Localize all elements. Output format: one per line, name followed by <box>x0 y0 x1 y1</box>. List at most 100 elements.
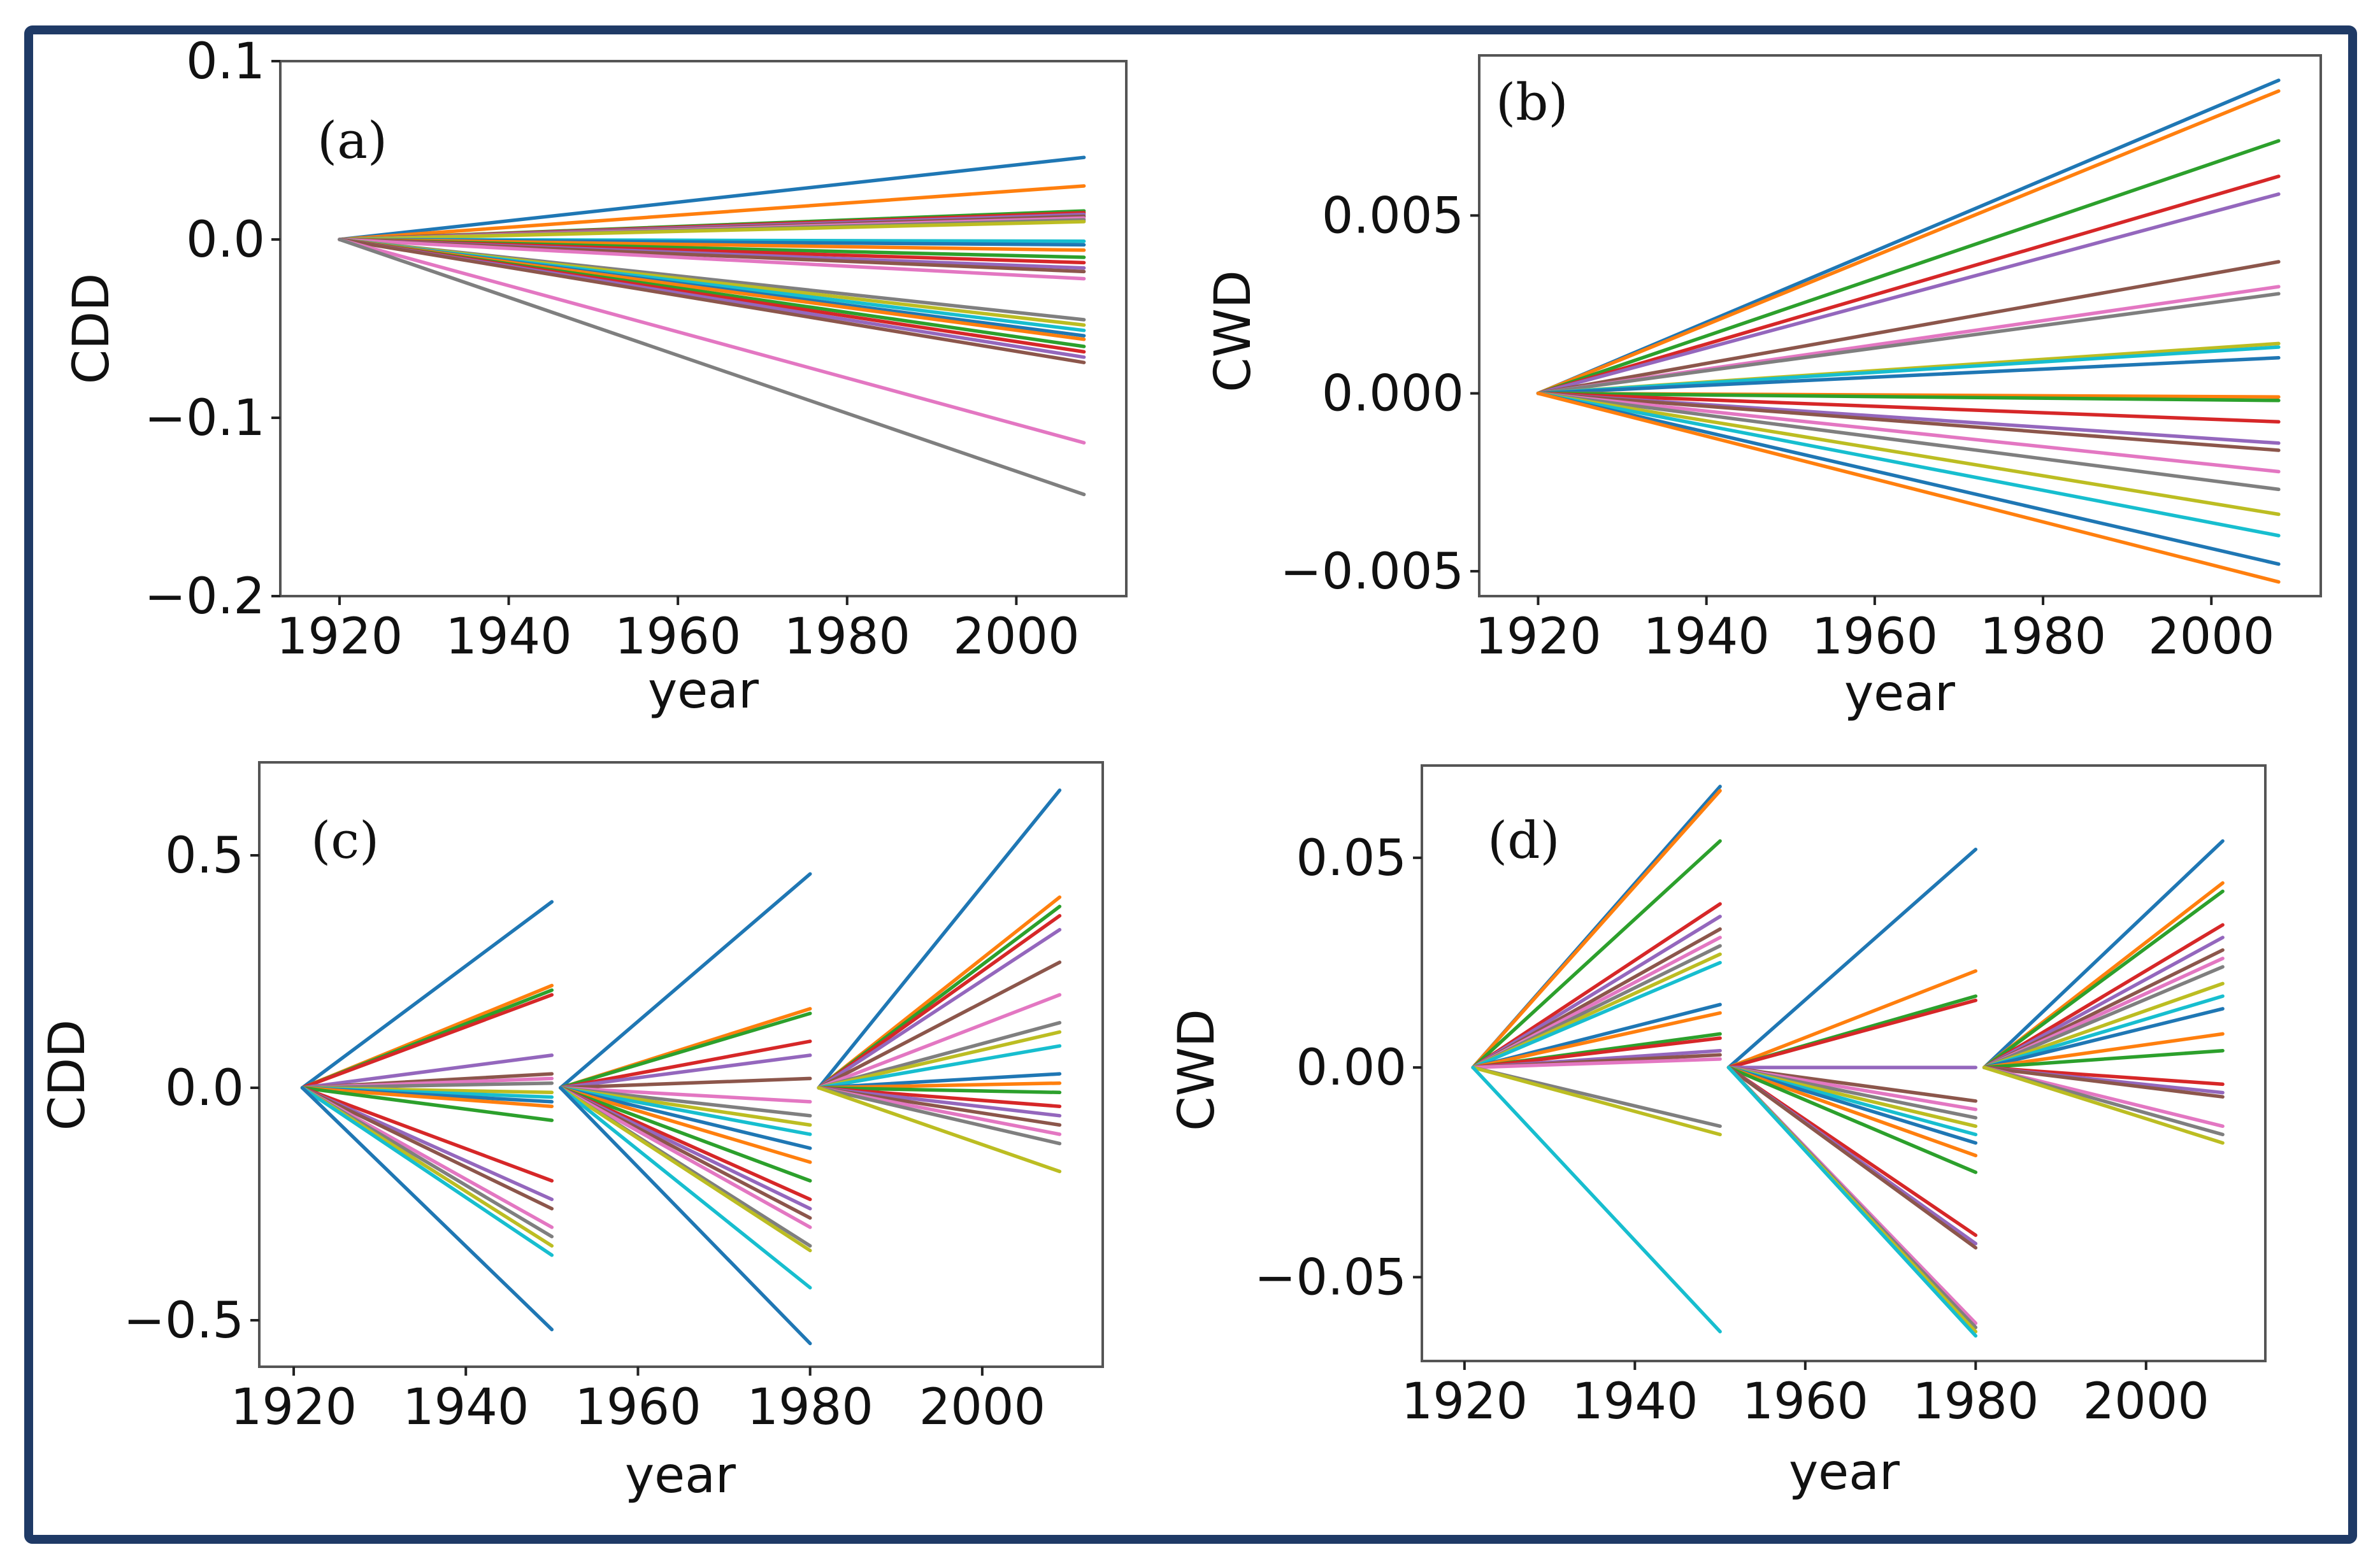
series-line-b-1-18 <box>1536 391 2281 492</box>
x-tick-label-a-1980: 1980 <box>784 608 911 666</box>
series-line-d-3-4 <box>1982 923 2225 1069</box>
axes-frame-a <box>279 60 1128 597</box>
x-tick-label-b-1960: 1960 <box>1812 608 1939 666</box>
series-line-d-1-14 <box>1471 1036 1722 1069</box>
series-line-b-1-20 <box>1536 391 2281 538</box>
series-group-d <box>1471 785 2225 1338</box>
y-tick-label-d-2: −0.05 <box>1254 1249 1407 1306</box>
y-tick-label-b-1: 0.000 <box>1322 366 1464 423</box>
y-tick-label-a-1: 0.0 <box>186 211 265 269</box>
series-line-c-1-16 <box>300 1086 554 1211</box>
series-line-d-3-3 <box>1982 889 2225 1069</box>
panel-c: (c) year CDD 1920 1940 1960 1980 2000 0.5 0.0 −… <box>39 761 1104 1504</box>
y-axis-title-d: CWD <box>1168 1009 1226 1131</box>
series-group-a <box>338 155 1086 497</box>
series-line-b-1-3 <box>1536 139 2281 396</box>
series-line-c-2-12 <box>559 1086 812 1164</box>
series-line-d-1-19 <box>1471 1066 1722 1137</box>
series-line-c-2-4 <box>559 1039 812 1090</box>
y-tick-label-a-3: −0.2 <box>145 568 265 625</box>
y-axis-title-b: CWD <box>1205 270 1262 392</box>
series-line-c-2-20 <box>559 1086 812 1290</box>
series-line-b-1-14 <box>1536 391 2281 424</box>
figure-frame <box>24 25 2357 1544</box>
x-tick-label-a-1920: 1920 <box>276 608 403 666</box>
series-line-d-2-11 <box>1726 1066 1978 1145</box>
series-line-d-1-2 <box>1471 788 1722 1069</box>
series-line-b-1-16 <box>1536 391 2281 452</box>
series-line-c-1-14 <box>300 1086 554 1183</box>
series-line-c-2-1 <box>559 872 812 1090</box>
x-tick-label-d-1960: 1960 <box>1742 1373 1869 1430</box>
x-tick-label-d-2000: 2000 <box>2083 1373 2210 1430</box>
x-tick-label-b-1980: 1980 <box>1980 608 2107 666</box>
series-line-d-2-12 <box>1726 1066 1978 1158</box>
series-line-d-3-9 <box>1982 981 2225 1069</box>
series-line-b-1-21 <box>1536 391 2281 566</box>
series-line-c-2-19 <box>559 1086 812 1253</box>
series-group-b <box>1536 78 2281 584</box>
x-tick-label-c-1960: 1960 <box>575 1379 701 1436</box>
y-tick-label-a-2: −0.1 <box>145 390 265 447</box>
y-tick-label-c-0: 0.5 <box>165 827 244 885</box>
panel-d: (d) year CWD 1920 1940 1960 1980 2000 0.05 0.0… <box>1168 764 2267 1501</box>
x-tick-label-c-1940: 1940 <box>403 1379 529 1436</box>
series-line-a-1-28 <box>338 238 1086 497</box>
series-line-c-3-1 <box>817 788 1062 1090</box>
series-line-b-1-11 <box>1536 356 2281 396</box>
x-axis-title-c: year <box>625 1447 736 1504</box>
series-line-a-1-26 <box>338 238 1086 364</box>
x-axis-title-a: year <box>648 662 759 720</box>
x-axis-title-b: year <box>1844 665 1956 722</box>
x-tick-label-b-1920: 1920 <box>1475 608 1602 666</box>
series-line-d-1-4 <box>1471 902 1722 1069</box>
series-line-a-1-17 <box>338 238 1086 281</box>
series-line-a-1-1 <box>338 155 1086 241</box>
series-line-d-2-4 <box>1726 998 1978 1069</box>
series-line-c-3-18 <box>817 1086 1062 1146</box>
x-tick-label-a-1940: 1940 <box>445 608 572 666</box>
series-line-a-1-27 <box>338 238 1086 445</box>
series-line-d-1-10 <box>1471 960 1722 1069</box>
series-line-a-1-2 <box>338 184 1086 241</box>
series-line-d-3-12 <box>1982 1032 2225 1069</box>
series-line-d-1-3 <box>1471 839 1722 1069</box>
series-line-b-1-22 <box>1536 391 2281 584</box>
series-line-b-1-10 <box>1536 345 2281 396</box>
series-line-c-3-5 <box>817 928 1062 1090</box>
series-line-c-2-21 <box>559 1086 812 1346</box>
series-line-d-1-12 <box>1471 1011 1722 1069</box>
series-line-d-3-13 <box>1982 1048 2225 1069</box>
y-axis-title-a: CDD <box>63 273 120 385</box>
y-tick-label-b-2: −0.005 <box>1280 543 1464 601</box>
series-line-b-1-2 <box>1536 89 2281 396</box>
series-line-d-3-5 <box>1982 936 2225 1069</box>
series-line-a-1-9 <box>338 220 1086 241</box>
series-line-b-1-6 <box>1536 260 2281 396</box>
series-line-d-2-13 <box>1726 1066 1978 1174</box>
series-line-b-1-4 <box>1536 175 2281 396</box>
axes-frame-b <box>1478 54 2322 597</box>
series-line-d-3-16 <box>1982 1066 2225 1099</box>
panel-label-d: (d) <box>1488 811 1560 870</box>
x-tick-label-a-1960: 1960 <box>615 608 742 666</box>
y-tick-label-b-0: 0.005 <box>1322 187 1464 245</box>
series-line-c-1-13 <box>300 1086 554 1122</box>
series-line-c-1-12 <box>300 1086 554 1108</box>
series-line-c-2-3 <box>559 1011 812 1090</box>
series-line-d-2-16 <box>1726 1066 1978 1250</box>
series-line-d-2-1 <box>1726 847 1978 1069</box>
series-line-b-1-13 <box>1536 391 2281 403</box>
series-line-d-2-20 <box>1726 1066 1978 1338</box>
x-tick-label-a-2000: 2000 <box>953 608 1080 666</box>
series-line-c-1-4 <box>300 993 554 1090</box>
series-line-b-1-8 <box>1536 292 2281 396</box>
series-group-c <box>300 788 1062 1346</box>
x-tick-label-c-2000: 2000 <box>919 1379 1046 1436</box>
series-line-b-1-5 <box>1536 192 2281 396</box>
series-line-c-2-17 <box>559 1086 812 1229</box>
series-line-c-2-7 <box>559 1086 812 1104</box>
panel-label-a: (a) <box>317 111 387 170</box>
series-line-c-2-6 <box>559 1076 812 1090</box>
y-tick-label-c-1: 0.0 <box>165 1060 244 1117</box>
